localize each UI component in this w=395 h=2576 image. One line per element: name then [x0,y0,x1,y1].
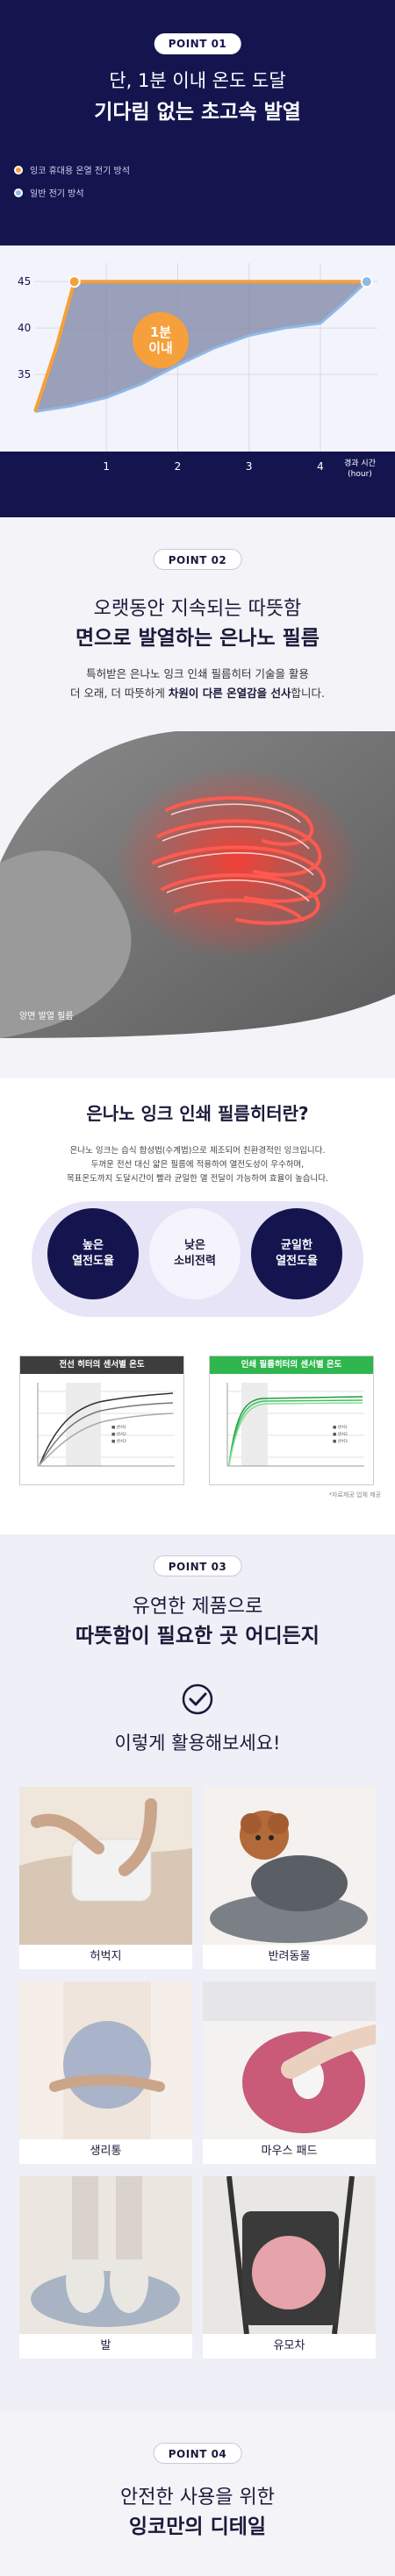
series-area-normal [35,281,367,412]
use-label-pet: 반려동물 [203,1945,376,1969]
feature3-line1: 균일한 [281,1239,312,1252]
svg-text:■ 센서2: ■ 센서2 [333,1431,348,1437]
use-tile-menstrual: 생리통 [19,1982,192,2164]
menstrual-photo [19,1982,192,2139]
point3-subtitle: 이렇게 활용해보세요! [114,1733,281,1754]
point2-desc-line2: 더 오래, 더 따뜻하게 차원이 다른 온열감을 선사합니다. [0,684,395,701]
x-tick-label: 4 [317,460,324,473]
one-minute-callout [133,312,189,368]
x-tick-label: 3 [246,460,253,473]
desc-text-a: 더 오래, 더 따뜻하게 [70,687,169,700]
mousepad-photo [203,1982,376,2139]
film-heater-title: 은나노 잉크 인쇄 필름히터란? [86,1103,309,1124]
use-label-menstrual: 생리통 [19,2139,192,2164]
x-tick-label: 1 [103,460,110,473]
temperature-chart: 45 40 35 1 2 3 4 1분 이내 경과 시간 (hour) [0,246,395,509]
film-heater-chart: 인쇄 필름히터의 센서별 온도 ■ 센서1 ■ 센서2 ■ 센서3 [209,1356,374,1485]
point2-badge: POINT 02 [153,549,242,570]
film-heater-section: 은나노 잉크 인쇄 필름히터란? 은나노 잉크는 습식 합성법(수계법)으로 제… [0,1078,395,1534]
point2-desc-line1: 특허받은 은나노 잉크 인쇄 필름히터 기술을 활용 [86,667,309,680]
svg-text:■ 센서2: ■ 센서2 [111,1431,126,1437]
use-tile-stroller: 유모차 [203,2176,376,2359]
legend-label-normal: 일반 전기 방석 [30,189,84,199]
desc-text-c: 합니다. [291,687,325,700]
series-line-normal [34,281,368,413]
feature-uniform-conductivity: 균일한 열전도율 [251,1208,342,1299]
point3-title-line1: 유연한 제품으로 [132,1596,263,1618]
feature3-line2: 열전도율 [276,1255,318,1268]
use-tile-thigh: 허벅지 [19,1787,192,1969]
point2-title-line1: 오랫동안 지속되는 따뜻함 [93,598,302,620]
svg-text:■ 센서3: ■ 센서3 [333,1438,348,1444]
point2-title-line2: 면으로 발열하는 은나노 필름 [75,627,320,650]
point1-badge: POINT 01 [154,33,241,54]
y-tick-label: 45 [18,275,31,288]
feature-high-conductivity: 높은 열전도율 [47,1208,139,1299]
series-line-inco [33,280,367,413]
point4-badge: POINT 04 [153,2443,242,2464]
film-heater-desc-line1: 은나노 잉크는 습식 합성법(수계법)으로 제조되어 친환경적인 잉크입니다. [69,1146,326,1156]
chart-source-note: *자료제공 업체 제공 [328,1491,381,1498]
use-label-thigh: 허벅지 [19,1945,192,1969]
film-heater-chart-title: 인쇄 필름히터의 센서별 온도 [210,1356,373,1374]
thigh-photo [19,1787,192,1945]
use-label-mousepad: 마우스 패드 [203,2139,376,2164]
legend-item-inco: 잉코 휴대용 온열 전기 방석 [14,163,130,176]
film-heater-desc-line3: 목표온도까지 도달시간이 빨라 균일한 열 전달이 가능하여 효율이 높습니다. [66,1174,329,1184]
chart-ticks: 45 40 35 1 2 3 4 [18,275,324,473]
check-circle-icon [182,1683,213,1715]
point2-section: POINT 02 오랫동안 지속되는 따뜻함 면으로 발열하는 은나노 필름 특… [0,517,395,1078]
pet-photo [203,1787,376,1945]
film-heater-plot: ■ 센서1■ 센서2■ 센서3 [226,1383,364,1467]
point4-section: POINT 04 안전한 사용을 위한 잉코만의 디테일 [0,2411,395,2576]
wire-heater-chart-title: 전선 히터의 센서별 온도 [20,1356,183,1374]
legend-label-inco: 잉코 휴대용 온열 전기 방석 [30,167,130,176]
use-label-foot: 발 [19,2334,192,2359]
legend-item-normal: 일반 전기 방석 [14,186,84,199]
point3-badge: POINT 03 [153,1555,242,1576]
point3-section: POINT 03 유연한 제품으로 따뜻함이 필요한 곳 어디든지 이렇게 활용… [0,1534,395,2411]
callout-line1: 1분 [150,324,171,340]
feature1-line1: 높은 [83,1239,104,1252]
point1-section: POINT 01 단, 1분 이내 온도 도달 기다림 없는 초고속 발열 잉코… [0,0,395,517]
use-tile-foot: 발 [19,2176,192,2359]
point1-title-line1: 단, 1분 이내 온도 도달 [109,70,286,91]
feature2-line1: 낮은 [184,1239,205,1252]
wire-heater-plot: ■ 센서1■ 센서2■ 센서3 [37,1383,175,1467]
foot-photo [19,2176,192,2334]
use-tile-mousepad: 마우스 패드 [203,1982,376,2164]
stroller-photo [203,2176,376,2334]
film-label: 양면 발열 필름 [19,1012,74,1021]
y-tick-label: 40 [18,322,31,334]
use-tile-pet: 반려동물 [203,1787,376,1969]
point4-title-line2: 잉코만의 디테일 [128,2516,267,2538]
svg-text:■ 센서1: ■ 센서1 [111,1424,126,1430]
heating-film-illustration [0,731,395,1038]
x-axis-label-line1: 경과 시간 [344,458,376,468]
legend-dot-orange-icon [14,165,23,174]
feature2-line2: 소비전력 [174,1255,216,1268]
y-tick-label: 35 [18,368,31,381]
feature1-line2: 열전도율 [72,1255,114,1268]
svg-text:■ 센서1: ■ 센서1 [333,1424,348,1430]
svg-text:■ 센서3: ■ 센서3 [111,1438,126,1444]
point4-title-line1: 안전한 사용을 위한 [120,2487,275,2508]
normal-reach-point [360,275,373,288]
wire-heater-chart: 전선 히터의 센서별 온도 ■ 센서1 ■ 센서2 ■ 센서3 [19,1356,184,1485]
x-tick-label: 2 [175,460,182,473]
film-heater-desc-line2: 두꺼운 전선 대신 얇은 필름에 적용하여 열전도성이 우수하며, [90,1160,305,1170]
callout-line2: 이내 [148,340,173,356]
axis-band [0,452,395,509]
legend-dot-blue-icon [14,188,23,197]
desc-text-highlight: 차원이 다른 온열감을 선사 [168,687,291,700]
point1-title-line2: 기다림 없는 초고속 발열 [94,101,301,124]
use-label-stroller: 유모차 [203,2334,376,2359]
feature-low-power: 낮은 소비전력 [149,1208,241,1299]
x-axis-label-line2: (hour) [348,470,372,479]
inco-reach-point [68,275,81,288]
point3-title-line2: 따뜻함이 필요한 곳 어디든지 [75,1625,320,1647]
